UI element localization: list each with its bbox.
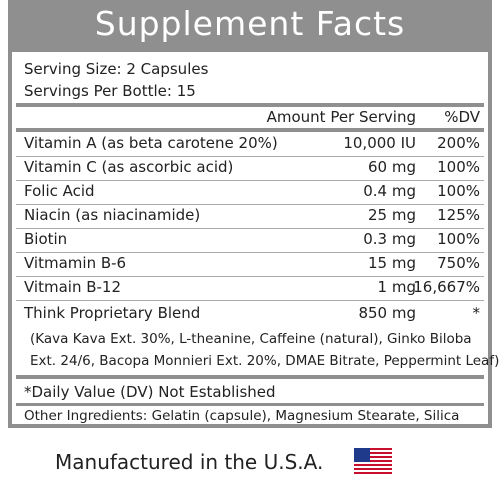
- nutrient-dv: 100%: [437, 182, 480, 200]
- nutrient-dv: 750%: [437, 254, 480, 272]
- nutrient-dv: 200%: [437, 134, 480, 152]
- servings-per-bottle: Servings Per Bottle: 15: [24, 82, 196, 100]
- nutrient-amount: 60 mg: [368, 158, 416, 176]
- nutrient-amount: 0.3 mg: [363, 230, 416, 248]
- nutrient-amount: 15 mg: [368, 254, 416, 272]
- nutrient-dv: 16,667%: [413, 278, 480, 296]
- nutrient-name: Folic Acid: [24, 182, 95, 200]
- nutrient-name: Vitmain B-12: [24, 278, 122, 296]
- footer-text: Manufactured in the U.S.A.: [55, 450, 324, 474]
- other-ingredients: Other Ingredients: Gelatin (capsule), Ma…: [24, 408, 460, 424]
- label-title: Supplement Facts: [94, 4, 406, 43]
- nutrient-name: Vitamin C (as ascorbic acid): [24, 158, 234, 176]
- column-header: Amount Per Serving: [266, 108, 416, 126]
- row-divider: [16, 276, 484, 277]
- row-divider: [16, 204, 484, 205]
- nutrient-dv: 100%: [437, 158, 480, 176]
- nutrient-name: Think Proprietary Blend: [24, 304, 201, 322]
- nutrient-dv: 100%: [437, 230, 480, 248]
- blend-note: Ext. 24/6, Bacopa Monnieri Ext. 20%, DMA…: [30, 353, 500, 369]
- nutrient-amount: 1 mg: [377, 278, 416, 296]
- footnote: *Daily Value (DV) Not Established: [24, 383, 276, 401]
- row-divider: [16, 252, 484, 253]
- blend-note: (Kava Kava Ext. 30%, L-theanine, Caffein…: [30, 331, 472, 347]
- row-divider: [16, 156, 484, 157]
- label-border: [8, 0, 492, 428]
- nutrient-dv: 125%: [437, 206, 480, 224]
- divider: [16, 103, 484, 107]
- row-divider: [16, 180, 484, 181]
- nutrient-amount: 10,000 IU: [343, 134, 416, 152]
- nutrient-amount: 850 mg: [358, 304, 416, 322]
- label-header: Supplement Facts: [8, 0, 492, 52]
- footer: Manufactured in the U.S.A.: [0, 428, 500, 474]
- row-divider: [16, 300, 484, 301]
- nutrient-name: Niacin (as niacinamide): [24, 206, 201, 224]
- nutrient-dv: *: [472, 304, 481, 322]
- divider: [16, 128, 484, 132]
- nutrient-name: Vitamin A (as beta carotene 20%): [24, 134, 278, 152]
- nutrient-amount: 25 mg: [368, 206, 416, 224]
- nutrient-name: Vitmamin B-6: [24, 254, 127, 272]
- divider: [16, 375, 484, 379]
- nutrient-name: Biotin: [24, 230, 68, 248]
- serving-size: Serving Size: 2 Capsules: [24, 60, 209, 78]
- column-header: %DV: [444, 108, 480, 126]
- row-divider: [16, 228, 484, 229]
- us-flag: [354, 448, 392, 474]
- nutrient-amount: 0.4 mg: [363, 182, 416, 200]
- divider: [16, 403, 484, 406]
